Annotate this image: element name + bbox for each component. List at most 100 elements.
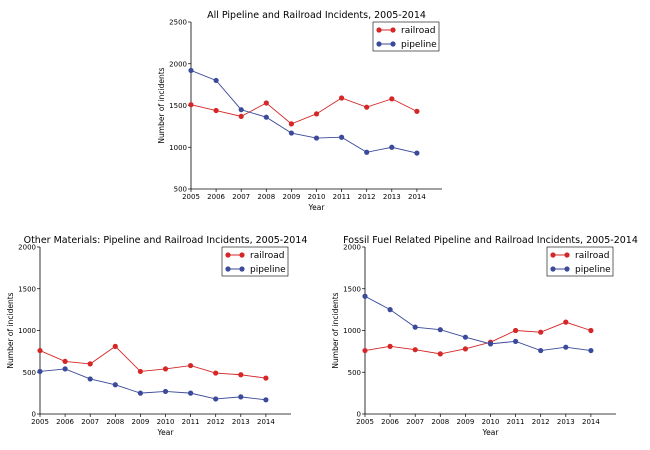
data-point-railroad [213,370,219,376]
x-tick-label: 2012 [532,418,550,426]
x-tick-label: 2007 [406,418,424,426]
y-tick-label: 1500 [343,285,361,293]
x-tick-label: 2007 [232,193,250,201]
data-point-railroad [563,319,569,325]
legend-marker-railroad [390,27,396,33]
data-point-pipeline [162,388,169,395]
data-point-pipeline [364,149,370,155]
legend-marker-pipeline [390,41,396,47]
chart-title: All Pipeline and Railroad Incidents, 200… [207,10,426,21]
data-point-pipeline [389,144,395,150]
x-axis-label: Year [482,428,500,437]
legend-marker-railroad [564,252,570,258]
legend-marker-railroad [550,252,556,258]
chart-title: Other Materials: Pipeline and Railroad I… [24,235,308,246]
legend-box [372,21,440,52]
data-point-railroad [188,102,194,108]
data-point-railroad [313,111,320,117]
x-tick-label: 2009 [456,418,474,426]
data-point-pipeline [213,77,219,84]
data-point-pipeline [238,394,244,400]
data-point-railroad [87,361,93,367]
x-tick-label: 2007 [81,418,99,426]
x-tick-label: 2010 [157,418,175,426]
y-tick-label: 2000 [343,244,361,252]
data-point-pipeline [188,67,194,74]
legend-label-railroad: railroad [401,26,435,36]
legend-marker-pipeline [564,266,570,272]
data-point-railroad [513,327,519,334]
data-point-railroad [362,347,368,354]
series-line-railroad [39,345,266,379]
x-tick-label: 2013 [232,418,250,426]
data-point-pipeline [238,107,244,113]
x-tick-label: 2014 [408,193,426,201]
data-point-railroad [364,104,370,110]
data-point-pipeline [87,376,93,382]
data-point-railroad [263,375,269,381]
data-point-pipeline [462,334,468,340]
y-tick-label: 500 [348,369,361,377]
legend-label-pipeline: pipeline [575,265,611,275]
data-point-railroad [339,95,345,101]
data-point-railroad [188,362,194,369]
data-point-pipeline [62,366,68,372]
data-point-pipeline [412,324,418,330]
y-tick-label: 2000 [18,244,36,252]
data-point-railroad [137,368,143,375]
y-tick-label: 1000 [18,327,36,335]
legend-marker-railroad [225,252,231,258]
data-point-railroad [238,372,244,378]
data-point-pipeline [137,390,143,396]
legend-label-pipeline: pipeline [401,40,437,50]
data-point-railroad [213,107,219,114]
legend-marker-pipeline [225,266,231,272]
data-point-railroad [162,366,169,372]
x-tick-label: 2006 [381,418,399,426]
x-tick-label: 2010 [308,193,326,201]
data-point-railroad [288,121,294,127]
data-point-pipeline [263,114,269,120]
data-point-railroad [437,351,443,357]
data-point-railroad [238,113,244,119]
data-point-pipeline [362,293,368,299]
legend: railroad pipeline [221,246,289,277]
chart-title: Fossil Fuel Related Pipeline and Railroa… [343,235,638,246]
legend-marker-railroad [376,27,382,33]
data-point-pipeline [263,397,269,403]
y-tick-label: 500 [174,186,187,194]
legend-label-pipeline: pipeline [250,265,286,275]
x-tick-label: 2008 [257,193,275,201]
legend: railroad pipeline [546,246,614,277]
y-tick-label: 2000 [169,60,187,68]
data-point-pipeline [313,135,320,141]
x-tick-label: 2006 [56,418,74,426]
x-tick-label: 2005 [182,193,200,201]
data-point-railroad [538,329,544,335]
legend-label-railroad: railroad [250,251,284,261]
y-tick-label: 1000 [169,144,187,152]
x-tick-label: 2005 [356,418,374,426]
x-tick-label: 2012 [207,418,225,426]
y-tick-label: 2500 [169,19,187,27]
data-point-pipeline [37,368,43,375]
chart-all-incidents: All Pipeline and Railroad Incidents, 200… [157,10,442,212]
x-tick-label: 2014 [582,418,600,426]
x-tick-label: 2008 [431,418,449,426]
legend-marker-railroad [239,252,245,258]
y-tick-label: 500 [23,369,36,377]
data-point-railroad [412,347,418,353]
series-line-pipeline [39,368,266,401]
data-point-railroad [387,343,393,349]
x-tick-label: 2010 [482,418,500,426]
x-tick-label: 2011 [507,418,525,426]
data-point-pipeline [538,347,544,354]
data-point-pipeline [588,347,594,354]
y-tick-label: 1000 [343,327,361,335]
legend-box [546,246,614,277]
legend-marker-pipeline [376,41,382,47]
data-point-pipeline [387,307,393,313]
data-point-railroad [112,343,118,349]
series-line-pipeline [364,295,591,352]
